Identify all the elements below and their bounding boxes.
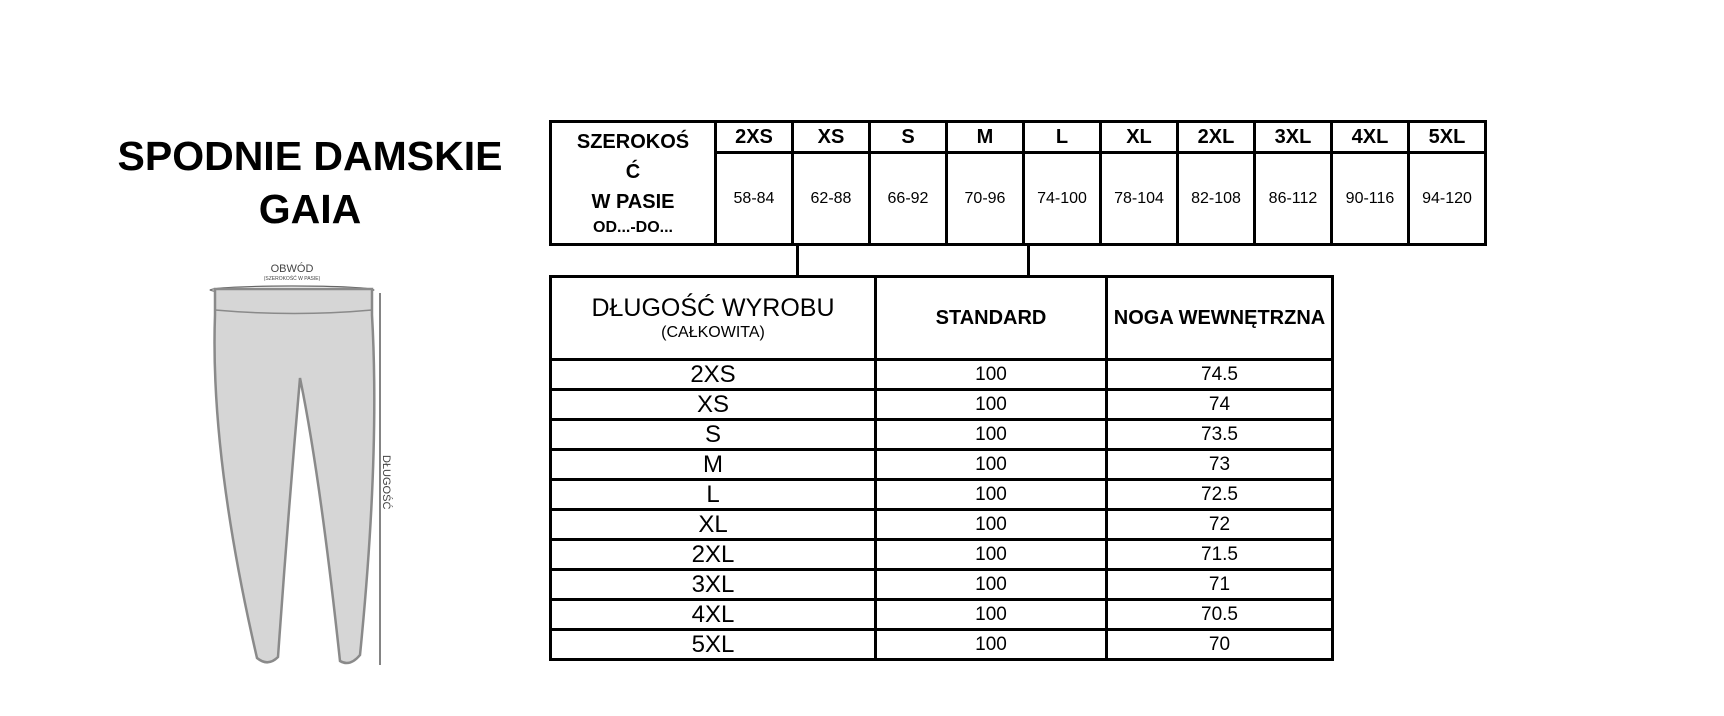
size-header: 4XL bbox=[1330, 120, 1410, 154]
size-header: XS bbox=[791, 120, 871, 154]
length-label: DŁUGOŚĆ bbox=[380, 455, 393, 509]
standard-header: STANDARD bbox=[874, 275, 1108, 361]
title-line-1: SPODNIE DAMSKIE bbox=[117, 133, 503, 179]
size-header: 3XL bbox=[1253, 120, 1333, 154]
inseam-cell: 70 bbox=[1105, 628, 1334, 661]
waist-label: OBWÓD bbox=[271, 262, 314, 275]
size-cell: 3XL bbox=[549, 568, 877, 601]
size-cell: 2XL bbox=[549, 538, 877, 571]
product-title: SPODNIE DAMSKIE GAIA bbox=[80, 130, 540, 236]
standard-cell: 100 bbox=[874, 508, 1108, 541]
standard-cell: 100 bbox=[874, 478, 1108, 511]
standard-cell: 100 bbox=[874, 628, 1108, 661]
size-header: 2XL bbox=[1176, 120, 1256, 154]
waist-values-row: 58-84 62-88 66-92 70-96 74-100 78-104 82… bbox=[551, 151, 1487, 246]
waist-range: 66-92 bbox=[868, 151, 948, 246]
length-sublabel: (CAŁKOWITA) bbox=[661, 324, 765, 341]
size-header: S bbox=[868, 120, 948, 154]
inseam-cell: 74.5 bbox=[1105, 358, 1334, 391]
pants-shape bbox=[213, 287, 376, 665]
table-row: 2XL 100 71.5 bbox=[549, 538, 1334, 571]
inseam-cell: 71.5 bbox=[1105, 538, 1334, 571]
waist-range: 70-96 bbox=[945, 151, 1025, 246]
title-line-2: GAIA bbox=[258, 186, 362, 232]
length-table: DŁUGOŚĆ WYROBU (CAŁKOWITA) STANDARD NOGA… bbox=[549, 275, 1334, 661]
size-cell: 2XS bbox=[549, 358, 877, 391]
waist-range: 82-108 bbox=[1176, 151, 1256, 246]
waist-range: 90-116 bbox=[1330, 151, 1410, 246]
standard-cell: 100 bbox=[874, 358, 1108, 391]
waist-header-row: SZEROKOŚ Ć W PASIE OD...-DO... 2XS XS S … bbox=[549, 120, 1487, 246]
table-row: XS 100 74 bbox=[549, 388, 1334, 421]
connector-line bbox=[796, 244, 799, 276]
table-row: M 100 73 bbox=[549, 448, 1334, 481]
size-cell: 4XL bbox=[549, 598, 877, 631]
table-row: 5XL 100 70 bbox=[549, 628, 1334, 661]
waist-range: 62-88 bbox=[791, 151, 871, 246]
standard-cell: 100 bbox=[874, 538, 1108, 571]
length-label-cell: DŁUGOŚĆ WYROBU (CAŁKOWITA) bbox=[549, 275, 877, 361]
waist-range: 58-84 bbox=[714, 151, 794, 246]
length-header-row: DŁUGOŚĆ WYROBU (CAŁKOWITA) STANDARD NOGA… bbox=[549, 275, 1334, 361]
waist-label-line: W PASIE bbox=[591, 191, 675, 213]
standard-cell: 100 bbox=[874, 598, 1108, 631]
size-cell: M bbox=[549, 448, 877, 481]
table-row: 2XS 100 74.5 bbox=[549, 358, 1334, 391]
waist-range: 78-104 bbox=[1099, 151, 1179, 246]
size-cell: S bbox=[549, 418, 877, 451]
table-row: S 100 73.5 bbox=[549, 418, 1334, 451]
size-cell: XS bbox=[549, 388, 877, 421]
inseam-header: NOGA WEWNĘTRZNA bbox=[1105, 275, 1334, 361]
inseam-cell: 70.5 bbox=[1105, 598, 1334, 631]
waist-range: 74-100 bbox=[1022, 151, 1102, 246]
table-row: 3XL 100 71 bbox=[549, 568, 1334, 601]
inseam-cell: 73.5 bbox=[1105, 418, 1334, 451]
table-row: 4XL 100 70.5 bbox=[549, 598, 1334, 631]
inseam-cell: 71 bbox=[1105, 568, 1334, 601]
size-cell: 5XL bbox=[549, 628, 877, 661]
size-header: M bbox=[945, 120, 1025, 154]
size-header: 5XL bbox=[1407, 120, 1487, 154]
standard-cell: 100 bbox=[874, 448, 1108, 481]
waist-size-table: SZEROKOŚ Ć W PASIE OD...-DO... 2XS XS S … bbox=[549, 120, 1487, 246]
size-header: XL bbox=[1099, 120, 1179, 154]
table-row: XL 100 72 bbox=[549, 508, 1334, 541]
waist-range: 86-112 bbox=[1253, 151, 1333, 246]
standard-cell: 100 bbox=[874, 568, 1108, 601]
size-header: 2XS bbox=[714, 120, 794, 154]
waist-sublabel: (SZEROKOŚĆ W PASIE) bbox=[264, 274, 321, 282]
waist-label-line: SZEROKOŚ bbox=[576, 131, 690, 153]
table-row: L 100 72.5 bbox=[549, 478, 1334, 511]
waist-label-range-hint: OD...-DO... bbox=[593, 219, 673, 236]
waist-range: 94-120 bbox=[1407, 151, 1487, 246]
inseam-cell: 73 bbox=[1105, 448, 1334, 481]
standard-cell: 100 bbox=[874, 388, 1108, 421]
size-cell: XL bbox=[549, 508, 877, 541]
waist-label-line: Ć bbox=[625, 161, 641, 183]
inseam-cell: 72 bbox=[1105, 508, 1334, 541]
connector-line bbox=[1027, 244, 1030, 276]
waist-label-cell: SZEROKOŚ Ć W PASIE OD...-DO... bbox=[549, 120, 717, 246]
waistband-line bbox=[214, 309, 373, 315]
pants-diagram: OBWÓD (SZEROKOŚĆ W PASIE) DŁUGOŚĆ bbox=[209, 262, 393, 665]
size-header: L bbox=[1022, 120, 1102, 154]
inseam-cell: 74 bbox=[1105, 388, 1334, 421]
length-label: DŁUGOŚĆ WYROBU bbox=[591, 294, 835, 322]
standard-cell: 100 bbox=[874, 418, 1108, 451]
inseam-cell: 72.5 bbox=[1105, 478, 1334, 511]
size-cell: L bbox=[549, 478, 877, 511]
